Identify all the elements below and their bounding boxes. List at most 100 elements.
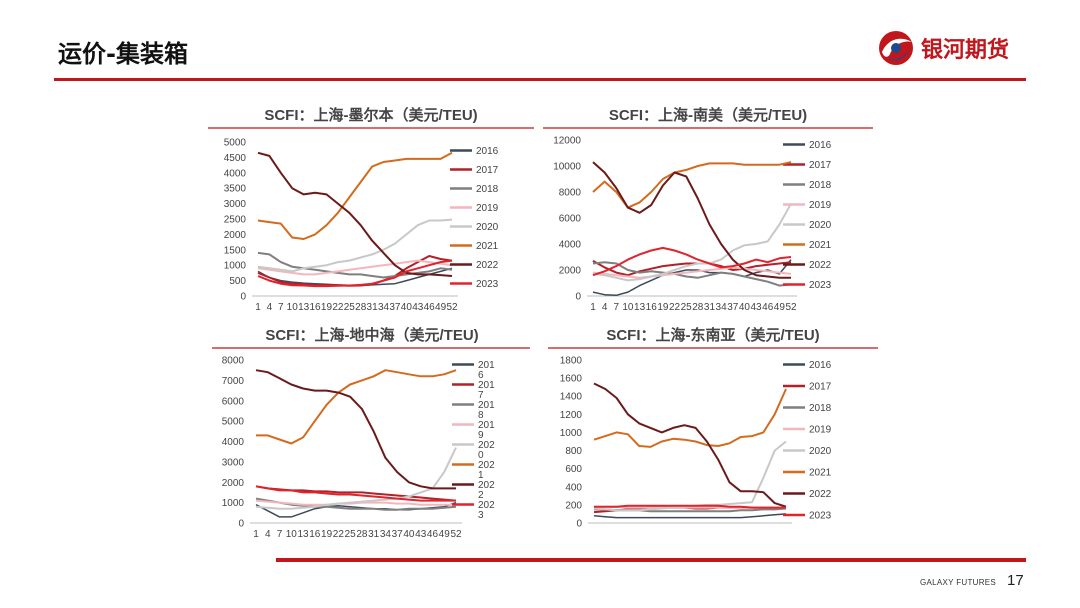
x-tick-label: 25 [344,302,356,312]
x-tick-label: 7 [614,529,620,530]
legend-label: 2017 [476,165,499,176]
legend-label: 201 [478,420,495,431]
y-tick-label: 10000 [553,162,581,173]
legend-label-wrap: 3 [478,510,484,521]
x-tick-label: 52 [446,302,458,312]
x-tick-label: 25 [345,529,357,540]
x-tick-label: 37 [724,529,736,530]
y-tick-label: 1400 [560,392,583,403]
y-tick-label: 1000 [224,261,247,272]
x-tick-label: 1 [591,529,597,530]
x-tick-label: 52 [450,529,462,540]
x-tick-label: 19 [657,302,669,312]
legend-label: 2019 [476,203,499,214]
legend-label: 2022 [809,260,832,271]
series-line-2018 [592,261,792,287]
chart-south-america: SCFI：上海-南美（美元/TEU) 0 2000 4000 6000 8000 10000… [543,100,873,312]
x-tick-label: 10 [622,302,634,312]
x-tick-label: 34 [380,529,392,540]
chart-svg: SCFI：上海-地中海（美元/TEU) 0 1000 2000 3000 4000 5000… [212,326,530,540]
legend-label: 2017 [809,160,832,171]
series-line-2020 [255,447,457,510]
chart-svg: SCFI：上海-墨尔本（美元/TEU) 0 500 1000 1500 2000 2500 3… [208,106,534,312]
y-tick-label: 1500 [224,245,247,256]
x-tick-label: 22 [332,302,344,312]
x-tick-label: 31 [368,529,380,540]
series-line-2023 [257,259,453,288]
legend-label: 2021 [476,241,499,252]
x-tick-label: 1 [253,529,259,540]
x-tick-label: 34 [378,302,390,312]
y-tick-label: 5000 [222,417,245,428]
x-tick-label: 37 [727,302,739,312]
legend-label: 2018 [809,403,832,414]
legend-label: 2020 [809,220,832,231]
x-tick-label: 4 [603,529,609,530]
x-tick-label: 10 [286,529,298,540]
x-tick-label: 49 [769,529,781,530]
x-tick-label: 49 [774,302,786,312]
x-tick-label: 46 [424,302,436,312]
x-tick-label: 13 [634,529,646,530]
series-line-2017 [592,260,792,277]
page-number: 17 [1007,572,1024,589]
series-line-2023 [594,504,786,509]
x-tick-label: 28 [690,529,702,530]
series-line-2020 [592,203,792,282]
series-line-2022 [593,382,787,508]
x-tick-label: 46 [427,529,439,540]
x-tick-label: 19 [656,529,668,530]
x-tick-label: 7 [277,529,283,540]
legend-label: 2019 [809,425,832,436]
legend-label: 2023 [476,279,499,290]
y-tick-label: 5000 [224,138,247,149]
legend-label: 2020 [476,222,499,233]
y-tick-label: 2500 [224,215,247,226]
x-tick-label: 13 [634,302,646,312]
y-tick-label: 0 [240,292,246,303]
chart-svg: SCFI：上海-南美（美元/TEU) 0 2000 4000 6000 8000 10000… [543,106,873,312]
series-line-2019 [592,266,792,279]
x-tick-label: 4 [265,529,271,540]
x-tick-label: 34 [716,302,728,312]
y-tick-label: 3500 [224,184,247,195]
x-tick-label: 25 [679,529,691,530]
y-tick-label: 1200 [560,410,583,421]
x-tick-label: 28 [355,302,367,312]
chart-title: SCFI：上海-地中海（美元/TEU) [265,326,478,344]
series-line-2018 [257,251,453,279]
y-tick-label: 4500 [224,153,247,164]
chart-svg: SCFI：上海-东南亚（美元/TEU) 0 200 400 600 800 1000 1200… [548,326,878,530]
footer-divider [276,558,1026,562]
legend-label: 2020 [809,446,832,457]
x-tick-label: 40 [735,529,747,530]
y-tick-label: 200 [565,500,582,511]
x-tick-label: 16 [645,529,657,530]
x-tick-label: 34 [713,529,725,530]
chart-title: SCFI：上海-东南亚（美元/TEU) [606,326,819,344]
legend-label: 2016 [809,360,832,371]
legend-label: 2018 [809,180,832,191]
x-tick-label: 22 [333,529,345,540]
x-tick-label: 31 [701,529,713,530]
legend-label: 201 [478,400,495,411]
series-line-2023 [592,246,792,277]
x-tick-label: 46 [762,302,774,312]
y-tick-label: 0 [575,292,581,303]
x-tick-label: 25 [681,302,693,312]
y-tick-label: 6000 [559,214,582,225]
x-tick-label: 1 [590,302,596,312]
y-tick-label: 2000 [224,230,247,241]
legend-label-wrap: 6 [478,370,484,381]
series-line-2019 [257,259,453,276]
chart-mediterranean: SCFI：上海-地中海（美元/TEU) 0 1000 2000 3000 4000 5000… [212,320,530,544]
legend-label: 2016 [476,146,499,157]
legend-label: 2017 [809,382,832,393]
legend-label: 2019 [809,200,832,211]
series-line-2020 [593,440,787,512]
series-line-2023 [255,485,456,502]
chart-title: SCFI：上海-墨尔本（美元/TEU) [264,106,477,124]
legend-label: 202 [478,480,495,491]
x-tick-label: 10 [287,302,299,312]
series-line-2017 [255,485,457,502]
